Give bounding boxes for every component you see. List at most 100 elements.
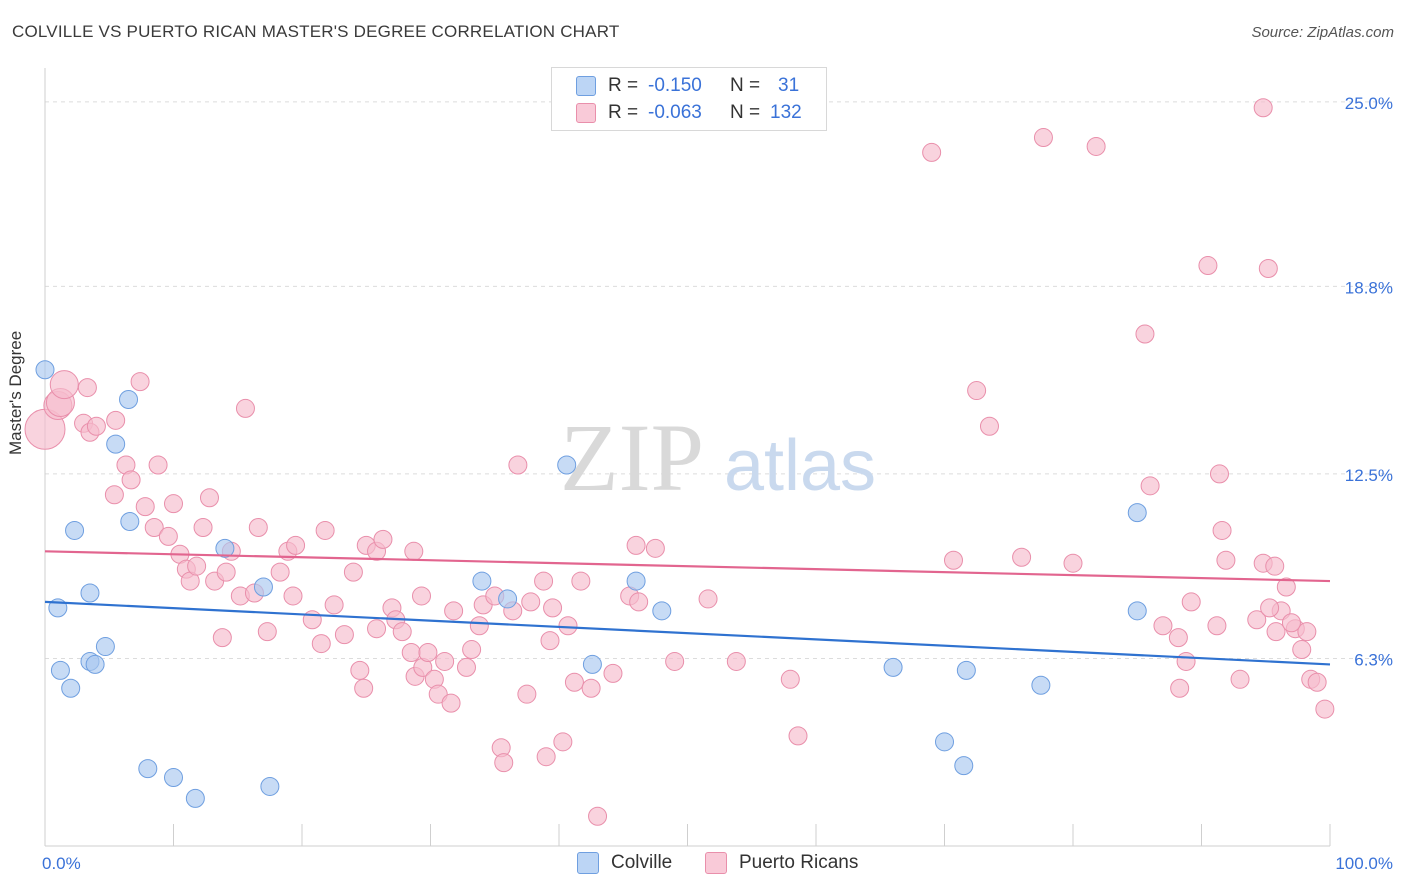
puerto-rican-point[interactable] bbox=[270, 562, 290, 582]
puerto-rican-point[interactable] bbox=[508, 455, 528, 475]
puerto-rican-point[interactable] bbox=[1033, 128, 1053, 148]
puerto-rican-point[interactable] bbox=[257, 622, 277, 642]
puerto-rican-point[interactable] bbox=[1230, 669, 1250, 689]
puerto-rican-point[interactable] bbox=[456, 657, 476, 677]
puerto-rican-point[interactable] bbox=[148, 455, 168, 475]
puerto-rican-point[interactable] bbox=[315, 520, 335, 540]
puerto-rican-point[interactable] bbox=[311, 634, 331, 654]
colville-point[interactable] bbox=[883, 657, 903, 677]
puerto-rican-point[interactable] bbox=[629, 592, 649, 612]
colville-point[interactable] bbox=[50, 660, 70, 680]
puerto-rican-point[interactable] bbox=[494, 753, 514, 773]
colville-point[interactable] bbox=[253, 577, 273, 597]
puerto-rican-point[interactable] bbox=[121, 470, 141, 490]
puerto-rican-point[interactable] bbox=[158, 526, 178, 546]
puerto-rican-point[interactable] bbox=[216, 562, 236, 582]
puerto-rican-point[interactable] bbox=[558, 616, 578, 636]
puerto-rican-point[interactable] bbox=[418, 643, 438, 663]
colville-point[interactable] bbox=[626, 571, 646, 591]
puerto-rican-point[interactable] bbox=[1297, 622, 1317, 642]
colville-point[interactable] bbox=[106, 434, 126, 454]
puerto-rican-point[interactable] bbox=[553, 732, 573, 752]
puerto-rican-point[interactable] bbox=[1140, 476, 1160, 496]
puerto-rican-point[interactable] bbox=[943, 550, 963, 570]
puerto-rican-point[interactable] bbox=[1292, 640, 1312, 660]
puerto-rican-point[interactable] bbox=[726, 651, 746, 671]
puerto-rican-point[interactable] bbox=[354, 678, 374, 698]
colville-point[interactable] bbox=[120, 512, 140, 532]
puerto-rican-point[interactable] bbox=[581, 678, 601, 698]
puerto-rican-point[interactable] bbox=[1170, 678, 1190, 698]
puerto-rican-point[interactable] bbox=[521, 592, 541, 612]
puerto-rican-point[interactable] bbox=[922, 142, 942, 162]
puerto-rican-point[interactable] bbox=[1315, 699, 1335, 719]
colville-point[interactable] bbox=[61, 678, 81, 698]
puerto-rican-point[interactable] bbox=[1209, 464, 1229, 484]
puerto-rican-point[interactable] bbox=[412, 586, 432, 606]
colville-point[interactable] bbox=[652, 601, 672, 621]
puerto-rican-point[interactable] bbox=[1212, 520, 1232, 540]
puerto-rican-point[interactable] bbox=[444, 601, 464, 621]
puerto-rican-point[interactable] bbox=[130, 372, 150, 392]
puerto-rican-point[interactable] bbox=[404, 541, 424, 561]
puerto-rican-point[interactable] bbox=[144, 517, 164, 537]
puerto-rican-point[interactable] bbox=[564, 672, 584, 692]
puerto-rican-point[interactable] bbox=[1258, 259, 1278, 279]
colville-point[interactable] bbox=[80, 583, 100, 603]
colville-point[interactable] bbox=[557, 455, 577, 475]
puerto-rican-point[interactable] bbox=[540, 631, 560, 651]
puerto-rican-point[interactable] bbox=[343, 562, 363, 582]
colville-point[interactable] bbox=[65, 520, 85, 540]
puerto-rican-point[interactable] bbox=[1207, 616, 1227, 636]
puerto-rican-point[interactable] bbox=[780, 669, 800, 689]
colville-point[interactable] bbox=[1031, 675, 1051, 695]
colville-point[interactable] bbox=[215, 538, 235, 558]
puerto-rican-point[interactable] bbox=[302, 610, 322, 630]
puerto-rican-point[interactable] bbox=[534, 571, 554, 591]
puerto-rican-point[interactable] bbox=[324, 595, 344, 615]
puerto-rican-point[interactable] bbox=[77, 378, 97, 398]
puerto-rican-point[interactable] bbox=[1216, 550, 1236, 570]
colville-point[interactable] bbox=[956, 660, 976, 680]
puerto-rican-point[interactable] bbox=[1063, 553, 1083, 573]
puerto-rican-point[interactable] bbox=[441, 693, 461, 713]
puerto-rican-point[interactable] bbox=[286, 535, 306, 555]
puerto-rican-point[interactable] bbox=[543, 598, 563, 618]
puerto-rican-point[interactable] bbox=[350, 660, 370, 680]
puerto-rican-point[interactable] bbox=[1198, 256, 1218, 276]
bottom-legend-puerto[interactable]: Puerto Ricans bbox=[705, 852, 858, 874]
colville-point[interactable] bbox=[582, 654, 602, 674]
puerto-rican-point[interactable] bbox=[462, 640, 482, 660]
puerto-rican-point[interactable] bbox=[1176, 651, 1196, 671]
puerto-rican-point[interactable] bbox=[1086, 136, 1106, 156]
bottom-legend-colville[interactable]: Colville bbox=[577, 852, 672, 874]
colville-point[interactable] bbox=[260, 776, 280, 796]
puerto-rican-point[interactable] bbox=[1153, 616, 1173, 636]
puerto-rican-point[interactable] bbox=[164, 494, 183, 514]
puerto-rican-point[interactable] bbox=[1281, 613, 1301, 633]
puerto-rican-point[interactable] bbox=[334, 625, 354, 645]
colville-point[interactable] bbox=[119, 389, 139, 409]
puerto-rican-point[interactable] bbox=[603, 663, 623, 683]
puerto-rican-point[interactable] bbox=[49, 370, 79, 400]
colville-point[interactable] bbox=[95, 637, 115, 657]
puerto-rican-point[interactable] bbox=[187, 556, 207, 576]
puerto-rican-point[interactable] bbox=[106, 410, 126, 430]
puerto-rican-point[interactable] bbox=[1181, 592, 1201, 612]
puerto-rican-point[interactable] bbox=[104, 485, 124, 505]
puerto-rican-point[interactable] bbox=[135, 497, 155, 517]
puerto-rican-point[interactable] bbox=[1168, 628, 1188, 648]
puerto-rican-point[interactable] bbox=[283, 586, 303, 606]
puerto-rican-point[interactable] bbox=[1260, 598, 1280, 618]
puerto-rican-point[interactable] bbox=[571, 571, 591, 591]
puerto-rican-point[interactable] bbox=[1253, 98, 1273, 118]
colville-point[interactable] bbox=[85, 654, 105, 674]
puerto-rican-point[interactable] bbox=[373, 529, 393, 549]
colville-point[interactable] bbox=[164, 768, 183, 788]
puerto-rican-point[interactable] bbox=[1012, 547, 1032, 567]
puerto-rican-point[interactable] bbox=[698, 589, 718, 609]
puerto-rican-point[interactable] bbox=[401, 643, 421, 663]
colville-point[interactable] bbox=[954, 756, 974, 776]
puerto-rican-point[interactable] bbox=[212, 628, 232, 648]
puerto-rican-point[interactable] bbox=[1135, 324, 1155, 344]
